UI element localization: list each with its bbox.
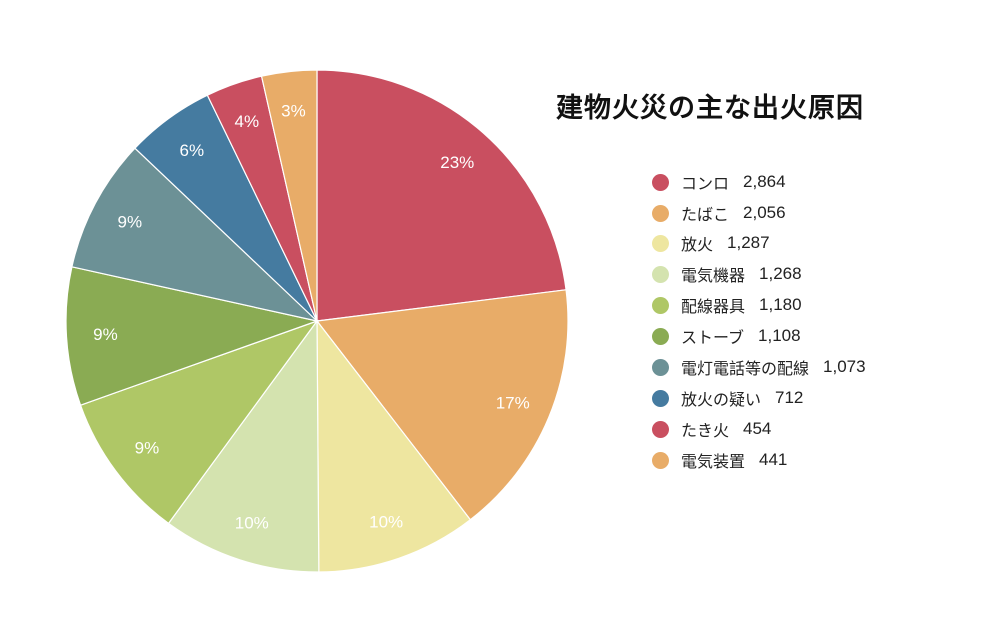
legend-item-tabako: たばこ 2,056 <box>652 201 786 225</box>
legend-item-konro: コンロ 2,864 <box>652 170 786 194</box>
legend-dot-icon <box>652 420 669 438</box>
legend-dot-icon <box>652 204 669 222</box>
legend-value: 1,180 <box>759 295 802 314</box>
slice-percent-label: 9% <box>117 213 142 232</box>
legend-dot-icon <box>652 173 669 191</box>
slice-percent-label: 23% <box>440 153 474 172</box>
slice-percent-label: 9% <box>135 439 160 458</box>
legend-value: 1,268 <box>759 264 802 283</box>
legend-dot-icon <box>652 358 669 376</box>
legend-value: 1,073 <box>823 357 866 376</box>
pie-chart: 23% 17% 10% 10% 9% 9% 9% 6% 4% 3% <box>65 69 569 573</box>
pie-percent-labels: 23% 17% 10% 10% 9% 9% 9% 6% 4% 3% <box>93 101 530 532</box>
legend-dot-icon <box>652 296 669 314</box>
slice-percent-label: 10% <box>369 512 403 531</box>
legend-label: たばこ <box>681 205 730 224</box>
pie-slices <box>65 69 569 573</box>
legend-label: 電気機器 <box>681 266 746 285</box>
legend-label: たき火 <box>681 421 730 440</box>
legend-value: 454 <box>743 419 772 438</box>
slice-percent-label: 4% <box>235 112 260 131</box>
legend-item-houka: 放火 1,287 <box>652 231 770 255</box>
slice-percent-label: 17% <box>496 393 530 412</box>
legend-label: 電灯電話等の配線 <box>681 359 810 378</box>
legend-value: 1,287 <box>727 233 770 252</box>
legend-item-denki-souchi: 電気装置 441 <box>652 448 787 472</box>
pie-slice <box>316 69 567 322</box>
pie-slice <box>315 289 569 521</box>
legend-value: 2,864 <box>743 172 786 191</box>
pie-slice <box>316 319 472 573</box>
legend-label: 電気装置 <box>681 452 746 471</box>
pie-slice <box>260 69 318 322</box>
legend-value: 441 <box>759 450 788 469</box>
legend-dot-icon <box>652 265 669 283</box>
legend-dot-icon <box>652 327 669 345</box>
legend-label: 放火 <box>681 235 714 254</box>
pie-slice <box>71 147 319 323</box>
slice-percent-label: 10% <box>235 514 269 533</box>
legend-item-dentou-denwa: 電灯電話等の配線 1,073 <box>652 355 866 379</box>
legend-value: 2,056 <box>743 203 786 222</box>
slice-percent-label: 9% <box>93 325 118 344</box>
pie-slice <box>65 266 320 406</box>
legend-label: 放火の疑い <box>681 390 762 409</box>
slice-percent-label: 6% <box>180 141 205 160</box>
legend-dot-icon <box>652 389 669 407</box>
legend-item-haisen-kigu: 配線器具 1,180 <box>652 293 802 317</box>
legend-item-takibi: たき火 454 <box>652 417 771 441</box>
legend-dot-icon <box>652 234 669 252</box>
pie-slice <box>167 319 320 573</box>
legend-item-houka-utagai: 放火の疑い 712 <box>652 386 803 410</box>
chart-title: 建物火災の主な出火原因 <box>556 93 864 124</box>
pie-slice <box>79 319 319 525</box>
legend-item-stove: ストーブ 1,108 <box>652 324 801 348</box>
legend-label: 配線器具 <box>681 297 746 316</box>
legend-dot-icon <box>652 451 669 469</box>
slice-percent-label: 3% <box>281 101 306 120</box>
legend-value: 1,108 <box>758 326 801 345</box>
legend-label: コンロ <box>681 174 730 193</box>
legend-value: 712 <box>775 388 804 407</box>
legend-label: ストーブ <box>681 328 745 347</box>
legend-item-denki-kiki: 電気機器 1,268 <box>652 262 802 286</box>
